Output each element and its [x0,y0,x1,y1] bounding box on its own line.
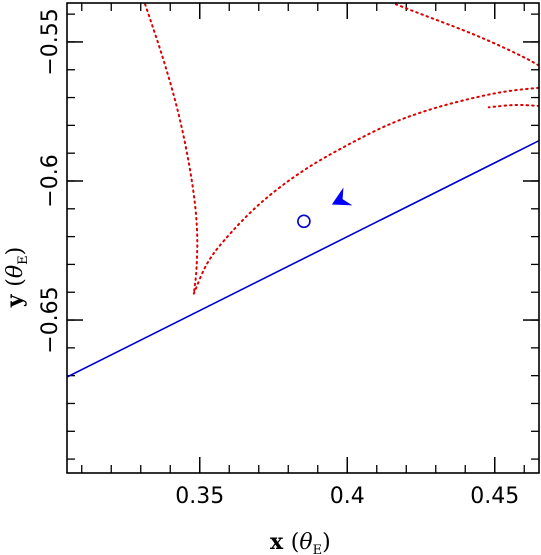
x-tick-label: 0.35 [175,484,224,509]
source-trajectory-line [67,139,539,378]
x-tick-label: 0.45 [470,484,519,509]
caustic-curve-3 [389,3,539,67]
tick-marks [67,3,539,473]
x-tick-labels: 0.35 0.4 0.45 [175,484,519,509]
y-tick-labels: −0.55 −0.6 −0.65 [38,8,63,354]
direction-arrow [331,187,353,206]
series-layer [67,3,539,378]
y-tick-label: −0.55 [38,8,63,75]
caustic-curve-4 [487,103,539,109]
caustic-curve-1 [144,3,199,295]
plot-frame [66,2,540,474]
caustic-curve-2 [192,86,539,295]
y-tick-label: −0.65 [38,286,63,353]
y-axis-label: y (θE) [2,247,31,308]
x-tick-label: 0.4 [330,484,365,509]
source-position-marker [297,214,311,229]
y-tick-label: −0.6 [38,154,63,207]
x-axis-label: x (θE) [270,529,331,555]
